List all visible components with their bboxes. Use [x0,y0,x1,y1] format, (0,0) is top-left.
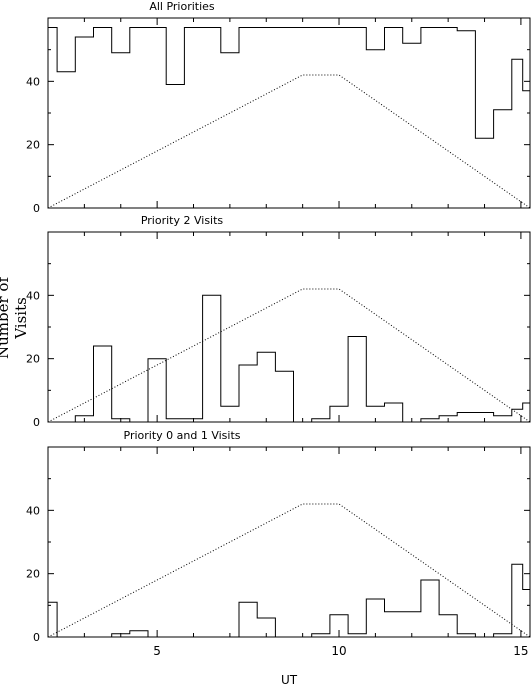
y-tick-label: 0 [33,631,40,644]
panel-priority-2: Priority 2 Visits 0 20 40 [26,214,531,429]
reference-dotted-line [47,74,531,209]
plot-frame [47,17,531,209]
histogram-series [48,294,530,423]
y-tick-label: 40 [26,504,40,517]
x-tick-label: 5 [153,644,161,658]
plot-frame [47,446,531,638]
x-tick-label: 10 [331,644,346,658]
panel-title: Priority 2 Visits [141,214,224,227]
y-tick-label: 0 [33,202,40,215]
x-axis-label: UT [281,673,298,687]
panel-title: Priority 0 and 1 Visits [124,429,241,442]
reference-dotted-line [47,288,531,423]
histogram-series [48,27,530,139]
panel-priority-0-1: Priority 0 and 1 Visits 0 20 40 5 10 15 [26,429,531,658]
panel-all-priorities: All Priorities 0 20 40 [26,0,531,215]
plot-frame [47,231,531,423]
panel-title: All Priorities [149,0,215,13]
y-tick-label: 20 [26,568,40,581]
x-tick-label: 15 [513,644,528,658]
y-tick-label: 0 [33,416,40,429]
histogram-series [48,563,530,638]
y-tick-label: 40 [26,75,40,88]
y-tick-label: 40 [26,289,40,302]
y-tick-label: 20 [26,353,40,366]
y-tick-label: 20 [26,139,40,152]
